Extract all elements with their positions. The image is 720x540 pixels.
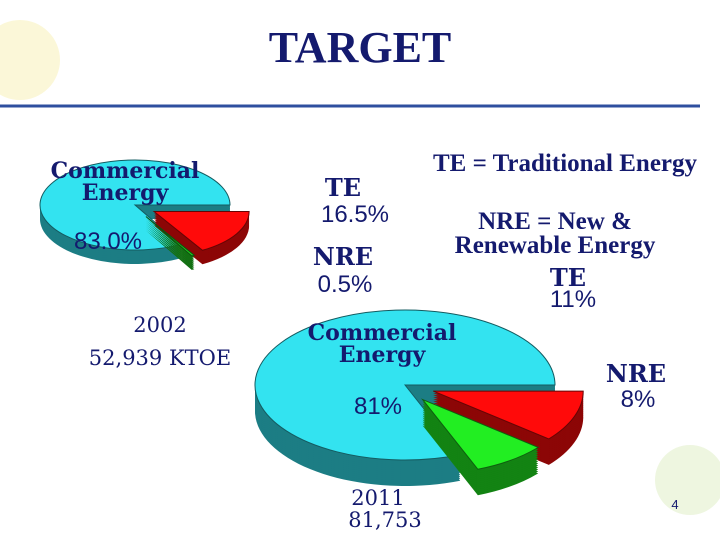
total-label: 52,939 KTOE [88,346,232,370]
year-label: 2011 [351,486,405,510]
title: TARGET [268,23,452,72]
slice-side [145,222,195,262]
slice-side [145,224,195,264]
value-label: 8% [620,386,656,413]
value-label: 83.0% [73,228,143,255]
slice [145,216,196,257]
slice-side [145,230,195,270]
value-label: 11% [549,286,597,313]
category-label: TE [324,173,362,202]
slice [39,159,231,251]
category-label: TE [549,263,587,292]
category-label: NRE [605,359,667,388]
decor [0,20,60,100]
note: TE = Traditional Energy [432,150,698,177]
page-number: 4 [671,497,679,512]
category-label: Commercial Energy [50,158,200,206]
value-label: 16.5% [320,201,390,228]
category-label: Commercial Energy [307,320,457,368]
slice [254,309,556,461]
total-label: 81,753 [348,508,422,532]
slice-side [145,226,195,266]
slice [421,398,540,470]
category-label: NRE [312,242,374,271]
value-label: 81% [353,393,403,420]
year-label: 2002 [133,313,187,337]
note: NRE = New & Renewable Energy [454,208,656,259]
slice [152,211,250,251]
slice [433,390,584,440]
slice-side [145,228,195,268]
value-label: 0.5% [317,271,373,298]
slice-side [145,220,195,260]
decor [655,445,720,515]
